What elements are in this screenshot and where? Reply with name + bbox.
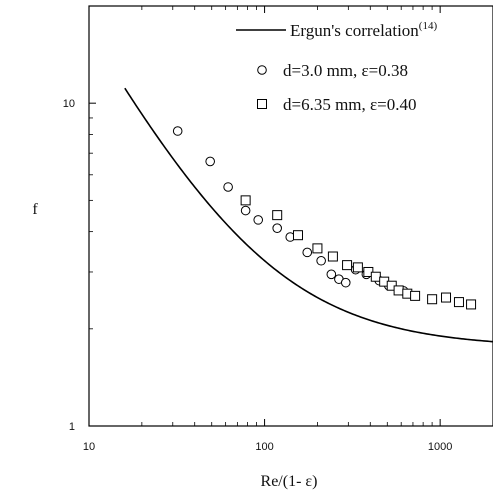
x-axis-label: Re/(1- ε) bbox=[261, 473, 318, 490]
data-point-circle bbox=[341, 278, 350, 287]
data-point-circle bbox=[241, 206, 250, 215]
data-point-square bbox=[328, 252, 337, 261]
data-point-square bbox=[313, 244, 322, 253]
data-point-square bbox=[353, 263, 362, 272]
legend-square-marker bbox=[258, 100, 267, 109]
data-point-square bbox=[428, 295, 437, 304]
data-point-square bbox=[371, 272, 380, 281]
series-layer bbox=[125, 88, 493, 341]
data-point-circle bbox=[273, 224, 282, 233]
data-point-square bbox=[394, 286, 403, 295]
data-point-circle bbox=[303, 248, 312, 257]
data-point-circle bbox=[224, 183, 233, 192]
legend-label: d=3.0 mm, ε=0.38 bbox=[283, 61, 408, 80]
series-line-ergun bbox=[125, 88, 493, 341]
data-point-circle bbox=[173, 127, 182, 136]
x-tick-label: 10 bbox=[83, 441, 95, 453]
legend-label: Ergun's correlation(14) bbox=[290, 20, 437, 40]
legend-label-superscript: (14) bbox=[419, 20, 438, 32]
data-point-square bbox=[273, 211, 282, 220]
data-point-square bbox=[241, 196, 250, 205]
data-point-square bbox=[454, 298, 463, 307]
y-axis-label: f bbox=[32, 201, 38, 218]
data-point-square bbox=[467, 300, 476, 309]
data-point-square bbox=[411, 291, 420, 300]
y-tick-label: 10 bbox=[63, 98, 75, 110]
legend: Ergun's correlation(14) d=3.0 mm, ε=0.38 d… bbox=[236, 20, 437, 114]
x-tick-label: 1000 bbox=[428, 441, 452, 453]
legend-label: d=6.35 mm, ε=0.40 bbox=[283, 95, 417, 114]
x-tick-label: 100 bbox=[255, 441, 273, 453]
legend-label-main: Ergun's correlation bbox=[290, 21, 419, 40]
data-point-square bbox=[343, 261, 352, 270]
legend-circle-marker bbox=[258, 66, 267, 75]
y-tick-label: 1 bbox=[69, 421, 75, 433]
data-point-circle bbox=[317, 256, 326, 265]
data-point-circle bbox=[206, 157, 215, 166]
data-point-circle bbox=[327, 270, 336, 279]
data-point-square bbox=[293, 231, 302, 240]
data-point-square bbox=[442, 293, 451, 302]
data-point-circle bbox=[254, 216, 263, 225]
